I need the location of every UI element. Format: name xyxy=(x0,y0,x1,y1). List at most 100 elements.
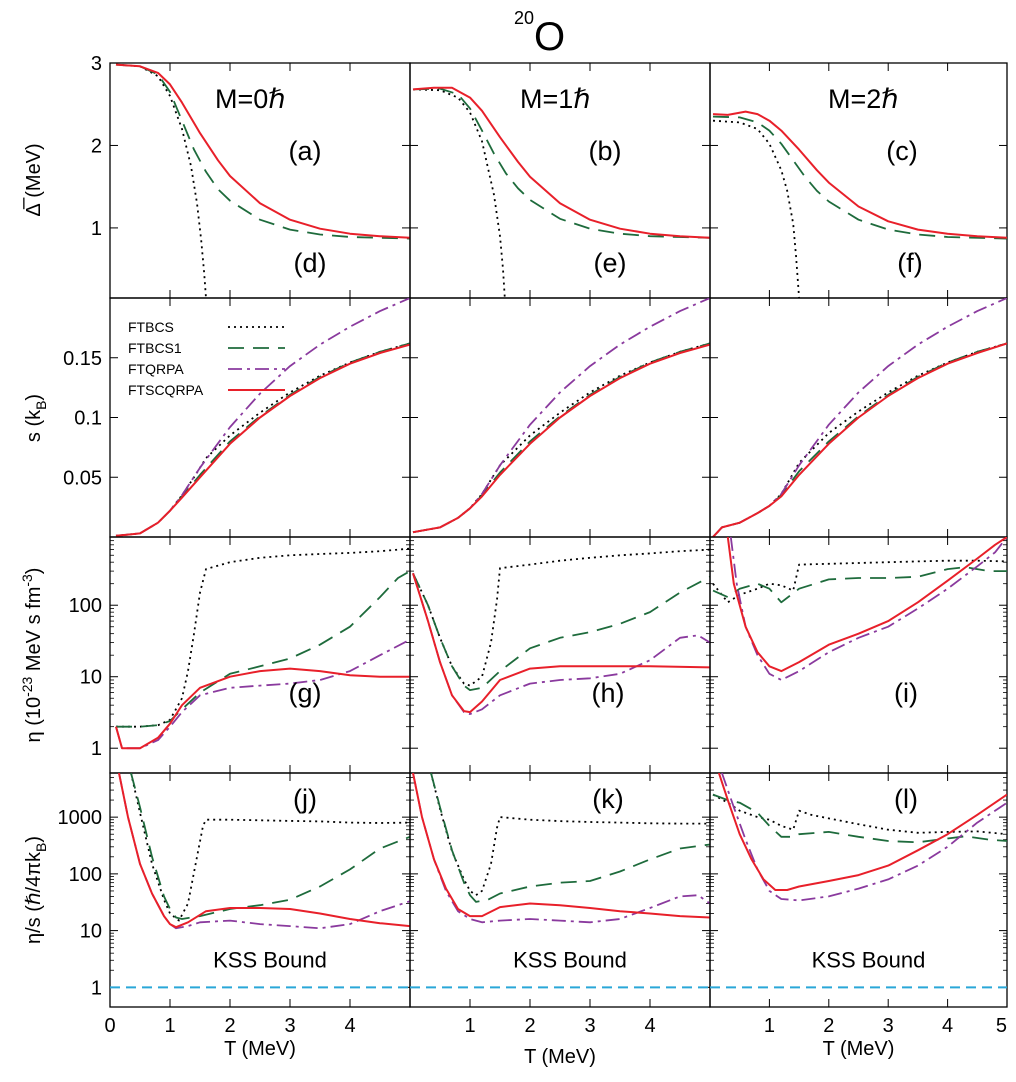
series-group xyxy=(712,537,1007,681)
y-axis-label-row-4: η/s (ℏ/4πkB) xyxy=(23,836,49,944)
panel-e: (e) xyxy=(409,248,711,538)
panel-label: (e) xyxy=(594,248,627,278)
series-line-ftqrpa xyxy=(721,773,1007,902)
y-tick-label: 1 xyxy=(91,218,102,240)
series-line-ftqrpa xyxy=(115,638,410,750)
x-axis-label: T (MeV) xyxy=(524,1046,596,1068)
y-tick-label: 10 xyxy=(80,667,102,689)
series-line-ftscqrpa xyxy=(115,667,410,750)
series-line-ftqrpa xyxy=(115,298,410,537)
x-tick-label: 3 xyxy=(284,1015,295,1037)
plot-grid: 1 2 3 M=0ℏ(a) M=1ℏ (b) M=2ℏ (c) 0.05 0.1 0.15 (d) (e… xyxy=(19,53,1008,1068)
series-line-ftscqrpa xyxy=(726,537,1007,673)
y-tick-label: 2 xyxy=(91,135,102,157)
kss-bound-label: KSS Bound xyxy=(513,947,627,972)
series-line-ftbcs xyxy=(412,342,710,534)
series-line-ftscqrpa xyxy=(115,343,410,537)
series-group xyxy=(115,547,410,750)
y-tick-label: 0.05 xyxy=(63,467,102,489)
series-line-ftbcs1 xyxy=(115,63,410,240)
series-line-ftscqrpa xyxy=(712,342,1007,537)
panel-a: 1 2 3 M=0ℏ(a) xyxy=(91,53,411,299)
series-line-ftbcs xyxy=(412,548,710,687)
y-axis-label-text: η/s (ℏ/4πk xyxy=(23,851,45,944)
y-tick-label: 100 xyxy=(69,595,102,617)
panel-frame xyxy=(709,536,1008,774)
series-line-ftbcs xyxy=(712,793,1007,836)
y-tick-label: 0.15 xyxy=(63,348,102,370)
x-tick-label: 2 xyxy=(224,1015,235,1037)
series-line-ftqrpa xyxy=(412,298,710,534)
series-line-ftqrpa xyxy=(412,773,710,924)
panel-frame xyxy=(709,772,1008,1008)
y-axis-label-superscript-2: -3 xyxy=(19,574,35,587)
x-tick-label: 0 xyxy=(104,1015,115,1037)
x-axis-label: T (MeV) xyxy=(224,1038,296,1060)
series-line-ftqrpa xyxy=(729,537,1007,681)
series-line-ftbcs1 xyxy=(412,342,710,534)
m-label: M=1ℏ xyxy=(520,84,590,114)
x-tick-label: 4 xyxy=(344,1015,355,1037)
m-label: M=2ℏ xyxy=(828,84,898,114)
series-group xyxy=(412,548,710,715)
series-line-ftscqrpa xyxy=(412,343,710,534)
series-line-ftscqrpa xyxy=(412,573,710,714)
y-axis-label-mid: MeV s fm xyxy=(23,587,45,677)
kss-bound-label: KSS Bound xyxy=(213,947,327,972)
y-tick-label: 3 xyxy=(91,53,102,75)
series-line-ftbcs1 xyxy=(712,115,1007,240)
series-line-ftbcs xyxy=(712,119,800,298)
y-tick-label: 100 xyxy=(69,864,102,886)
series-line-ftscqrpa xyxy=(118,773,410,929)
series-group xyxy=(412,298,710,534)
series-line-ftbcs1 xyxy=(712,342,1007,537)
series-line-ftbcs xyxy=(115,342,410,537)
figure-title: 20 O xyxy=(514,8,565,59)
y-axis-label-row-3: η (10-23 MeV s fm-3) xyxy=(19,568,45,743)
series-line-ftbcs xyxy=(116,547,410,728)
y-axis-label-subscript: B xyxy=(33,843,49,852)
x-tick-label: 1 xyxy=(764,1015,775,1037)
series-group xyxy=(412,86,710,298)
y-axis-label-end: ) xyxy=(23,836,45,843)
panel-i: (i) xyxy=(709,536,1008,774)
legend-label: FTBCS1 xyxy=(128,340,182,356)
y-axis-label-end: ) xyxy=(23,568,45,575)
panel-label: (f) xyxy=(897,248,922,278)
x-tick-label: 3 xyxy=(883,1015,894,1037)
y-axis-label-text: Δ̅ (MeV) xyxy=(22,143,45,216)
y-axis-label-superscript: -23 xyxy=(19,676,35,696)
panel-c: M=2ℏ (c) xyxy=(709,62,1008,299)
panel-label: (k) xyxy=(592,784,623,814)
series-group xyxy=(115,63,410,298)
series-line-ftbcs1 xyxy=(712,566,1007,604)
series-line-ftqrpa xyxy=(118,773,410,930)
series-line-ftbcs1 xyxy=(115,342,410,537)
legend-label: FTQRPA xyxy=(128,361,184,377)
legend-label: FTSCQRPA xyxy=(128,382,204,398)
x-tick-label: 5 xyxy=(996,1015,1007,1037)
series-line-ftbcs xyxy=(430,773,710,897)
panel-label: (h) xyxy=(592,678,625,708)
panel-label: (g) xyxy=(289,678,322,708)
panel-label: (j) xyxy=(293,784,317,814)
y-tick-label: 10 xyxy=(80,921,102,943)
x-tick-label: 4 xyxy=(644,1015,655,1037)
panel-h: (h) xyxy=(409,536,711,774)
x-tick-label: 1 xyxy=(164,1015,175,1037)
m-label: M=0ℏ xyxy=(215,84,285,114)
y-tick-label: 1000 xyxy=(58,807,103,829)
panel-label: (a) xyxy=(289,136,322,166)
series-line-ftqrpa xyxy=(412,573,710,715)
x-tick-label: 1 xyxy=(464,1015,475,1037)
x-tick-label: 4 xyxy=(942,1015,953,1037)
series-line-ftbcs xyxy=(712,342,1007,537)
series-line-ftbcs1 xyxy=(130,773,410,920)
series-line-ftscqrpa xyxy=(717,773,1007,891)
x-tick-label: 2 xyxy=(524,1015,535,1037)
title-nucleus: O xyxy=(534,15,565,59)
y-tick-label: 1 xyxy=(91,977,102,999)
panel-label: (i) xyxy=(894,678,918,708)
panel-f: (f) xyxy=(709,248,1008,538)
